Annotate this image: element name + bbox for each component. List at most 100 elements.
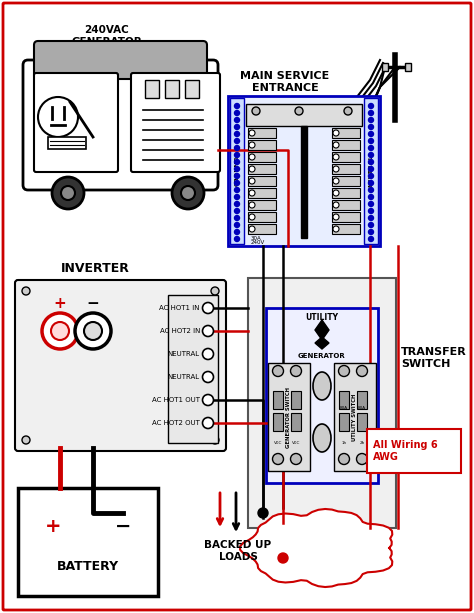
Circle shape (235, 118, 239, 123)
Circle shape (295, 107, 303, 115)
Text: AC HOT2 IN: AC HOT2 IN (160, 328, 200, 334)
Bar (145, 80, 159, 98)
Bar (266, 308, 378, 483)
Bar (248, 152, 276, 162)
FancyBboxPatch shape (367, 429, 461, 473)
Bar (273, 413, 283, 431)
Circle shape (368, 216, 374, 221)
Circle shape (356, 454, 367, 465)
Bar (364, 98, 378, 244)
Text: 240VAC
GENERATOR: 240VAC GENERATOR (72, 25, 142, 47)
Circle shape (235, 202, 239, 207)
Circle shape (368, 145, 374, 151)
Bar (291, 413, 301, 431)
Bar (248, 200, 276, 210)
Text: UTILITY: UTILITY (306, 313, 338, 322)
Text: NEUTRAL: NEUTRAL (368, 154, 374, 188)
Bar (268, 363, 310, 471)
Circle shape (249, 166, 255, 172)
Text: −: − (87, 295, 100, 311)
Circle shape (235, 173, 239, 178)
Bar (332, 176, 360, 186)
FancyBboxPatch shape (15, 280, 226, 451)
Bar (301, 126, 307, 238)
Circle shape (368, 124, 374, 129)
Circle shape (249, 214, 255, 220)
Bar (48, 137, 86, 149)
Circle shape (368, 223, 374, 227)
Circle shape (22, 287, 30, 295)
Circle shape (42, 313, 78, 349)
Circle shape (235, 180, 239, 186)
Bar (382, 63, 388, 71)
FancyBboxPatch shape (34, 73, 118, 172)
Circle shape (235, 124, 239, 129)
Circle shape (38, 97, 78, 137)
Circle shape (75, 313, 111, 349)
Bar (332, 188, 360, 198)
Circle shape (235, 104, 239, 109)
Bar (339, 391, 349, 409)
Circle shape (368, 167, 374, 172)
Circle shape (202, 349, 213, 359)
FancyBboxPatch shape (23, 60, 218, 190)
Text: NEUTRAL: NEUTRAL (168, 351, 200, 357)
Circle shape (202, 326, 213, 337)
Polygon shape (315, 337, 329, 349)
Polygon shape (240, 509, 392, 587)
Text: AC HOT1 IN: AC HOT1 IN (159, 305, 200, 311)
FancyBboxPatch shape (34, 41, 207, 79)
Text: 1h: 1h (341, 441, 346, 445)
Circle shape (333, 130, 339, 136)
Circle shape (249, 190, 255, 196)
Bar (18, 488, 158, 596)
Circle shape (84, 322, 102, 340)
Circle shape (249, 130, 255, 136)
Text: 2h: 2h (359, 441, 365, 445)
Circle shape (202, 417, 213, 428)
Bar (248, 224, 276, 234)
Bar (168, 295, 218, 443)
Circle shape (273, 454, 283, 465)
Circle shape (202, 302, 213, 313)
Text: BACKED UP
LOADS: BACKED UP LOADS (204, 540, 272, 562)
Text: All Wiring 6
AWG: All Wiring 6 AWG (373, 440, 438, 462)
Circle shape (291, 365, 301, 376)
Text: GENERATOR: GENERATOR (298, 353, 346, 359)
Text: TRANSFER
SWITCH: TRANSFER SWITCH (401, 347, 467, 369)
Bar (248, 188, 276, 198)
Circle shape (235, 194, 239, 199)
Text: V0C: V0C (292, 441, 300, 445)
Circle shape (235, 216, 239, 221)
FancyBboxPatch shape (3, 3, 471, 610)
Circle shape (338, 365, 349, 376)
Text: +: + (45, 517, 61, 536)
Circle shape (235, 208, 239, 213)
Circle shape (235, 159, 239, 164)
Text: V0C: V0C (274, 441, 282, 445)
Circle shape (368, 132, 374, 137)
Text: GENERATOR SWITCH: GENERATOR SWITCH (286, 387, 292, 447)
Circle shape (368, 237, 374, 242)
Text: AC HOT2 OUT: AC HOT2 OUT (152, 420, 200, 426)
Bar (165, 80, 179, 98)
Circle shape (51, 322, 69, 340)
Bar (357, 391, 367, 409)
Circle shape (235, 188, 239, 192)
Circle shape (368, 118, 374, 123)
Text: +: + (54, 295, 66, 311)
Bar (248, 128, 276, 138)
Bar (228, 96, 380, 246)
Bar (248, 176, 276, 186)
Text: 80A: 80A (340, 406, 348, 410)
Bar (332, 200, 360, 210)
Circle shape (333, 226, 339, 232)
Circle shape (368, 229, 374, 235)
Circle shape (235, 237, 239, 242)
Circle shape (235, 110, 239, 115)
Bar (332, 152, 360, 162)
Bar (185, 80, 199, 98)
Ellipse shape (313, 424, 331, 452)
Ellipse shape (313, 372, 331, 400)
Circle shape (344, 107, 352, 115)
